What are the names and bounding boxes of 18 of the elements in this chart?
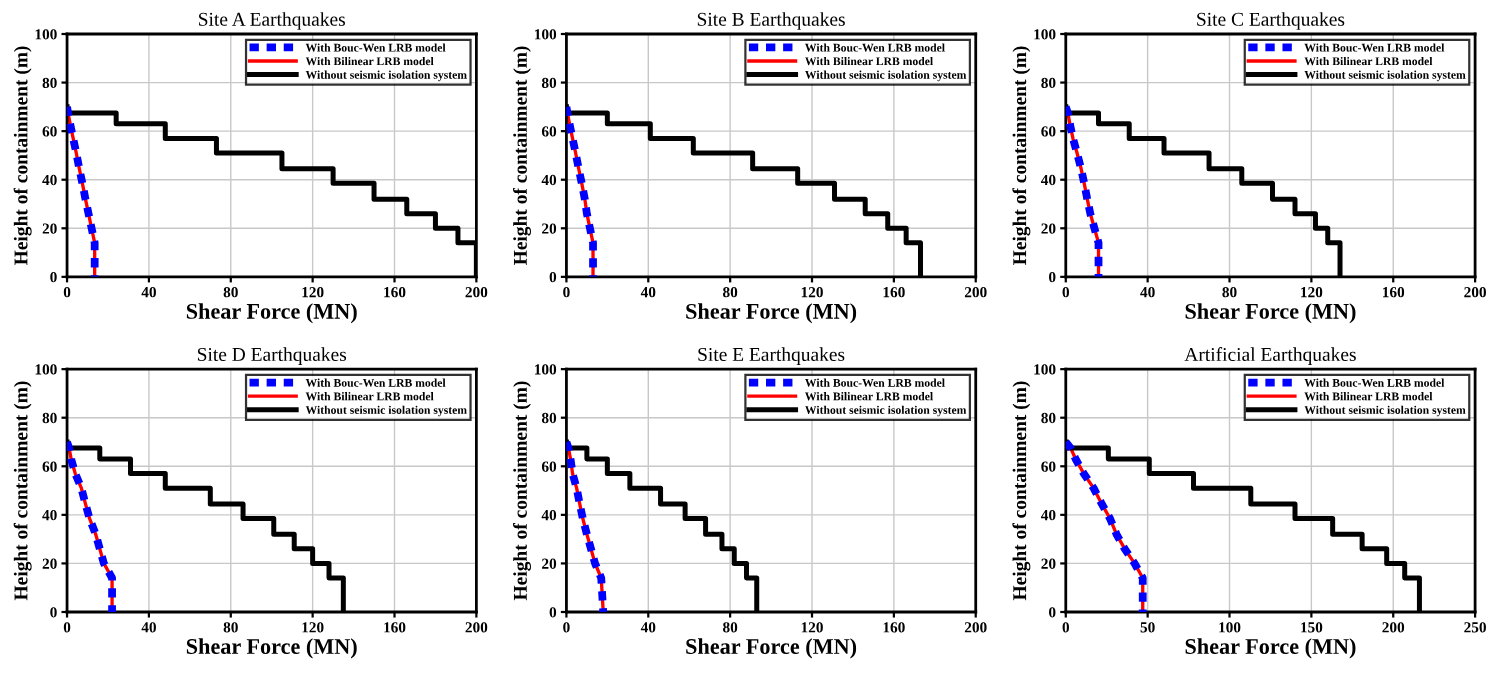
chart-title: Site B Earthquakes: [697, 12, 845, 30]
chart-title: Site A Earthquakes: [199, 12, 345, 30]
y-axis-title: Height of containment (m): [513, 381, 531, 601]
x-axis-title: Shear Force (MN): [186, 638, 357, 659]
x-axis-title: Shear Force (MN): [686, 303, 857, 324]
y-axis-title: Height of containment (m): [13, 381, 32, 601]
y-axis-title: Height of containment (m): [13, 46, 32, 265]
x-axis-title: Shear Force (MN): [686, 638, 857, 659]
y-axis-title: Height of containment (m): [513, 46, 531, 265]
x-axis-title: Shear Force (MN): [1185, 303, 1356, 324]
x-axis-title: Shear Force (MN): [186, 303, 357, 324]
chart-title: Site E Earthquakes: [698, 347, 845, 365]
chart-title: Site D Earthquakes: [197, 347, 347, 365]
chart-title: Site C Earthquakes: [1197, 12, 1345, 30]
y-axis-title: Height of containment (m): [1012, 46, 1031, 265]
x-axis-title: Shear Force (MN): [1185, 638, 1356, 659]
chart-title: Artificial Earthquakes: [1184, 347, 1356, 365]
y-axis-title: Height of containment (m): [1012, 381, 1031, 601]
